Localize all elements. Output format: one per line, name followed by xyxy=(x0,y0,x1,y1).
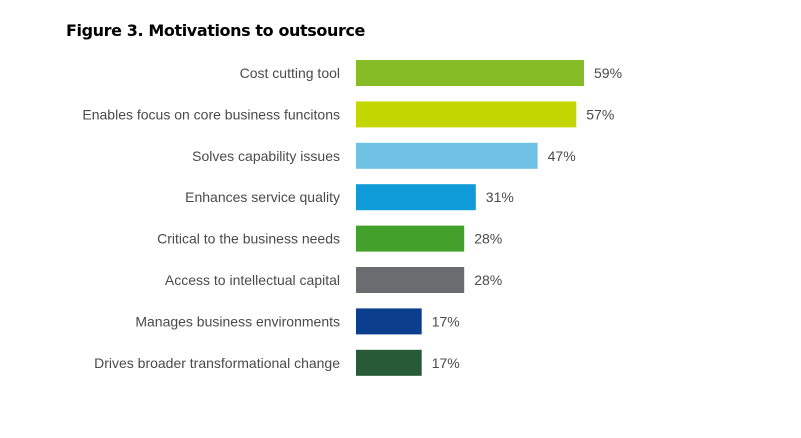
bar xyxy=(356,267,465,293)
category-label: Manages business environments xyxy=(135,313,340,329)
category-label: Access to intellectual capital xyxy=(165,272,340,288)
bar xyxy=(356,60,584,86)
value-label: 17% xyxy=(432,313,460,329)
value-label: 28% xyxy=(474,231,502,247)
bar xyxy=(356,184,476,211)
category-label: Solves capability issues xyxy=(192,148,340,164)
bar xyxy=(356,142,538,169)
value-label: 59% xyxy=(594,65,622,81)
value-label: 47% xyxy=(548,148,576,164)
value-label: 31% xyxy=(486,189,514,205)
value-label: 28% xyxy=(474,272,502,288)
category-label: Critical to the business needs xyxy=(157,231,340,247)
category-label: Enhances service quality xyxy=(185,189,340,205)
value-label: 17% xyxy=(432,355,460,371)
category-label: Cost cutting tool xyxy=(240,65,340,81)
bar xyxy=(356,349,422,376)
value-label: 57% xyxy=(586,106,614,122)
category-label: Drives broader transformational change xyxy=(94,355,340,371)
category-label: Enables focus on core business funcitons xyxy=(82,106,340,122)
bar xyxy=(356,308,422,335)
bar xyxy=(356,225,465,252)
chart-title: Figure 3. Motivations to outsource xyxy=(66,21,366,40)
bar xyxy=(356,101,577,128)
